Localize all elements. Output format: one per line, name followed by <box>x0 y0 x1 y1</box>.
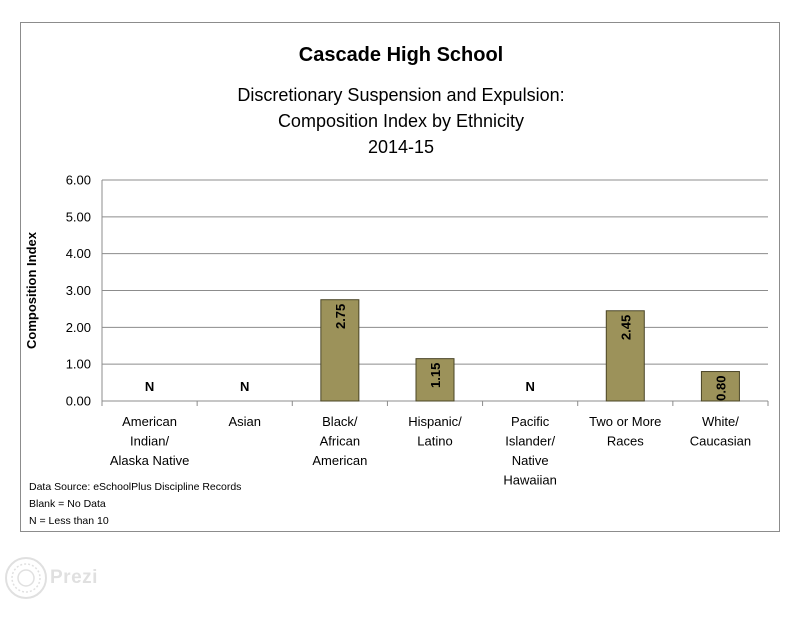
bar <box>605 310 645 402</box>
x-tick-label: American <box>312 453 367 468</box>
x-tick-label: Races <box>607 434 644 449</box>
y-tick-label: 4.00 <box>66 246 91 261</box>
data-label: 0.80 <box>713 376 728 401</box>
x-tick-label: Alaska Native <box>110 453 189 468</box>
x-tick-label: American <box>122 414 177 429</box>
bar <box>415 358 455 402</box>
data-label: N <box>525 379 534 394</box>
bar <box>320 299 360 402</box>
x-tick-label: Hawaiian <box>503 473 556 488</box>
prezi-logo-icon <box>5 557 47 599</box>
bar-chart: Cascade High School Discretionary Suspens… <box>24 44 769 527</box>
data-label: 2.45 <box>618 315 633 340</box>
y-axis-label: Composition Index <box>24 231 39 349</box>
y-tick-label: 1.00 <box>66 357 91 372</box>
bar <box>700 371 740 402</box>
footnote: Data Source: eSchoolPlus Discipline Reco… <box>29 481 241 493</box>
watermark-label: Prezi <box>50 567 98 588</box>
x-tick-label: Asian <box>228 414 261 429</box>
y-tick-label: 3.00 <box>66 283 91 298</box>
footnote: Blank = No Data <box>29 498 106 510</box>
x-tick-label: Islander/ <box>505 434 555 449</box>
prezi-watermark: Prezi <box>4 556 98 600</box>
x-tick-label: Indian/ <box>130 434 169 449</box>
chart-subtitle-line: Composition Index by Ethnicity <box>278 111 524 131</box>
chart-subtitle-line: Discretionary Suspension and Expulsion: <box>237 85 564 105</box>
x-tick-label: White/ <box>702 414 739 429</box>
x-tick-label: Caucasian <box>690 434 751 449</box>
x-tick-label: Hispanic/ <box>408 414 462 429</box>
x-tick-label: Black/ <box>322 414 358 429</box>
data-label: 2.75 <box>333 304 348 329</box>
y-tick-label: 6.00 <box>66 173 91 188</box>
data-label: N <box>145 379 154 394</box>
data-label: N <box>240 379 249 394</box>
y-tick-label: 2.00 <box>66 320 91 335</box>
y-tick-label: 0.00 <box>66 394 91 409</box>
chart-subtitle-line: 2014-15 <box>368 137 434 157</box>
footnote: N = Less than 10 <box>29 515 109 527</box>
chart-frame: Cascade High School Discretionary Suspens… <box>20 22 780 532</box>
data-label: 1.15 <box>428 363 443 388</box>
x-tick-label: Latino <box>417 434 452 449</box>
x-tick-label: Native <box>512 453 549 468</box>
x-tick-label: Two or More <box>589 414 661 429</box>
x-tick-label: Pacific <box>511 414 550 429</box>
x-tick-label: African <box>320 434 360 449</box>
y-tick-label: 5.00 <box>66 209 91 224</box>
chart-title: Cascade High School <box>299 44 504 66</box>
